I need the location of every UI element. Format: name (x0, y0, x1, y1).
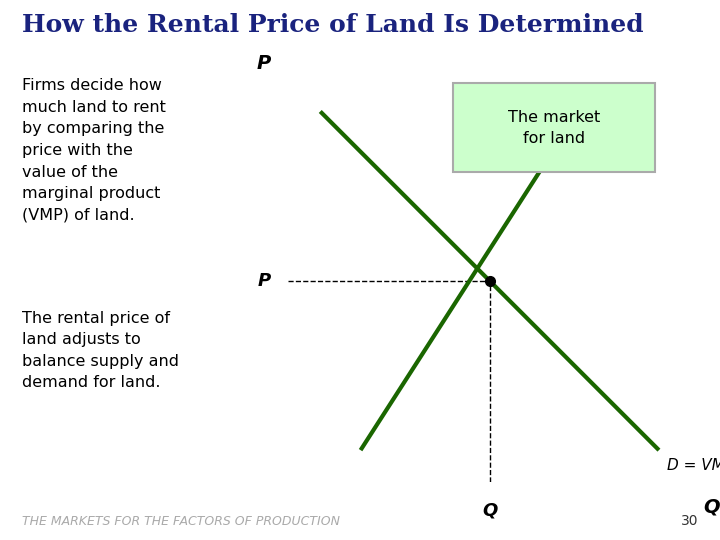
Text: Firms decide how
much land to rent
by comparing the
price with the
value of the
: Firms decide how much land to rent by co… (22, 78, 166, 223)
Text: Q: Q (703, 497, 720, 516)
Text: S: S (595, 85, 606, 103)
Text: The market
for land: The market for land (508, 110, 600, 146)
Text: Q: Q (482, 502, 498, 519)
Text: P: P (257, 53, 271, 72)
FancyBboxPatch shape (454, 83, 655, 172)
Text: 30: 30 (681, 514, 698, 528)
Text: How the Rental Price of Land Is Determined: How the Rental Price of Land Is Determin… (22, 14, 643, 37)
Text: P: P (257, 272, 271, 290)
Text: D = VMP: D = VMP (667, 458, 720, 473)
Text: The rental price of
land adjusts to
balance supply and
demand for land.: The rental price of land adjusts to bala… (22, 310, 179, 390)
Text: THE MARKETS FOR THE FACTORS OF PRODUCTION: THE MARKETS FOR THE FACTORS OF PRODUCTIO… (22, 515, 340, 528)
